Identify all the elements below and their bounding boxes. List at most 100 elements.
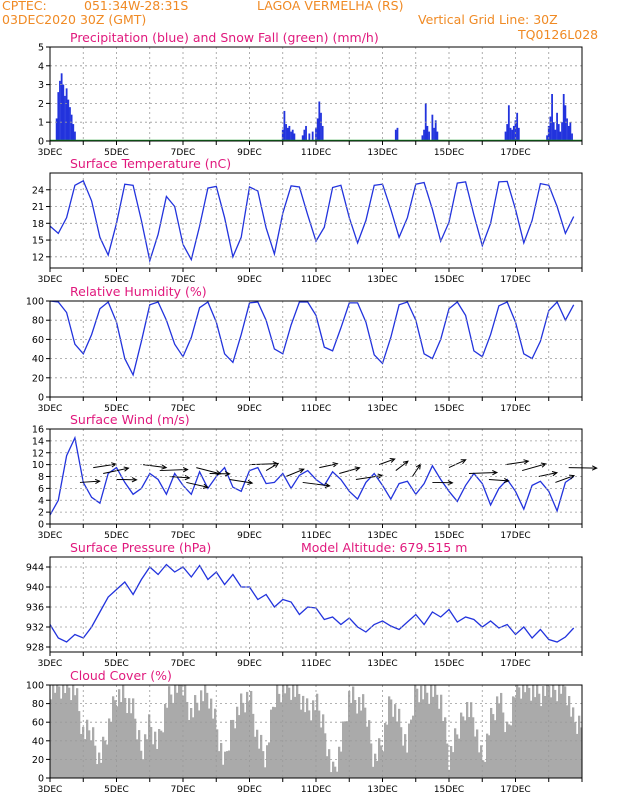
- cloud-bar: [512, 696, 515, 778]
- cloud-bar: [470, 702, 473, 778]
- precip-bar: [428, 131, 430, 141]
- cloud-bar: [444, 717, 447, 778]
- cloud-bar: [196, 702, 199, 778]
- x-tick-label: 5DEC: [104, 785, 129, 795]
- y-tick-label: 8: [38, 472, 44, 483]
- cloud-bar: [290, 699, 293, 778]
- x-tick-label: 11DEC: [301, 275, 331, 285]
- cloud-bar: [554, 689, 557, 778]
- cloud-bar: [110, 722, 113, 778]
- cloud-bar: [544, 695, 547, 778]
- cloud-bar: [570, 716, 573, 778]
- cloud-bar: [370, 743, 373, 778]
- cloud-bar: [328, 749, 331, 778]
- cloud-bar: [330, 772, 333, 778]
- precip-bar: [551, 94, 553, 141]
- cloud-bar: [166, 707, 169, 778]
- wind-arrowhead: [354, 466, 361, 472]
- cloud-bar: [70, 700, 73, 778]
- cloud-bar: [64, 693, 67, 778]
- x-tick-label: 7DEC: [171, 148, 196, 158]
- cloud-bar: [524, 692, 527, 778]
- cloud-bar: [272, 706, 275, 778]
- precip-bar: [546, 135, 548, 141]
- y-tick-label: 100: [26, 681, 44, 692]
- cloud-bar: [128, 698, 131, 778]
- cloud-bar: [298, 693, 301, 778]
- cloud-bar: [434, 685, 437, 778]
- panel-frame: [49, 46, 583, 142]
- cloud-bar: [140, 750, 143, 778]
- wind-arrowhead: [131, 477, 138, 483]
- panel-frame: [49, 300, 583, 398]
- cloud-bar: [198, 710, 201, 778]
- cloud-bar: [478, 752, 481, 778]
- cloud-bar: [218, 751, 221, 778]
- cloud-bar: [286, 685, 289, 778]
- cloud-bar: [546, 685, 549, 778]
- cloud-bar: [142, 759, 145, 778]
- wind-arrowhead: [247, 479, 254, 485]
- header-coords: 051:34W-28:31S: [84, 0, 189, 13]
- cloud-bar: [410, 719, 413, 778]
- cloud-bar: [212, 718, 215, 778]
- cloud-bar: [526, 685, 529, 778]
- wind-arrow: [448, 459, 466, 469]
- cloud-bar: [116, 706, 119, 778]
- cloud-bar: [84, 739, 87, 778]
- cloud-bar: [366, 726, 369, 778]
- cloud-bar: [178, 685, 181, 778]
- cloud-bar: [324, 733, 327, 778]
- cloud-bar: [516, 685, 519, 778]
- precip-bar: [434, 120, 437, 141]
- panel-frame: [49, 428, 583, 525]
- y-tick-label: 14: [32, 436, 44, 447]
- panel-5: [46, 556, 583, 656]
- cloud-bar: [458, 738, 461, 778]
- x-tick-label: 9DEC: [237, 275, 262, 285]
- cloud-bar: [574, 722, 577, 778]
- cloud-bar: [254, 736, 257, 778]
- panel-frame: [49, 684, 583, 779]
- cloud-bar: [312, 700, 315, 778]
- panel-frame: [49, 172, 583, 269]
- x-tick-label: 17DEC: [500, 785, 530, 795]
- precip-bar: [291, 129, 294, 141]
- cloud-bar: [494, 720, 497, 778]
- wind-arrow: [169, 476, 190, 479]
- precip-bar: [57, 92, 60, 141]
- cloud-bar: [564, 686, 567, 778]
- y-tick-label: 928: [26, 643, 44, 654]
- cloud-bar: [304, 712, 307, 778]
- header-location: LAGOA VERMELHA (RS): [257, 0, 404, 13]
- cloud-bar: [80, 733, 83, 778]
- cloud-bar: [344, 721, 347, 778]
- wind-arrow: [196, 467, 221, 475]
- cloud-bar: [122, 685, 125, 778]
- cloud-bar: [106, 744, 109, 778]
- x-tick-label: 17DEC: [500, 404, 530, 414]
- panel-title: Precipitation (blue) and Snow Fall (gree…: [70, 30, 379, 45]
- y-tick-label: 15: [32, 236, 44, 247]
- cloud-bar: [138, 730, 141, 778]
- cloud-bar: [234, 728, 237, 778]
- precip-bar: [318, 101, 321, 141]
- panel-title: Surface Pressure (hPa): [70, 540, 211, 555]
- cloud-bar: [388, 696, 391, 778]
- cloud-bar: [316, 693, 319, 778]
- cloud-bar: [292, 685, 295, 778]
- cloud-bar: [314, 710, 317, 778]
- cloud-bar: [184, 685, 187, 778]
- header-grid-note: Vertical Grid Line: 30Z: [418, 12, 558, 27]
- y-tick-label: 0: [38, 520, 44, 531]
- cloud-bar: [538, 693, 541, 778]
- cloud-bar: [412, 715, 415, 778]
- cloud-bar: [340, 751, 343, 778]
- x-tick-label: 17DEC: [500, 659, 530, 669]
- x-tick-label: 7DEC: [171, 404, 196, 414]
- cloud-bar: [306, 698, 309, 778]
- cloud-bar: [400, 727, 403, 778]
- precip-bar: [556, 112, 558, 141]
- precip-bar: [506, 124, 509, 141]
- cloud-bar: [568, 696, 571, 778]
